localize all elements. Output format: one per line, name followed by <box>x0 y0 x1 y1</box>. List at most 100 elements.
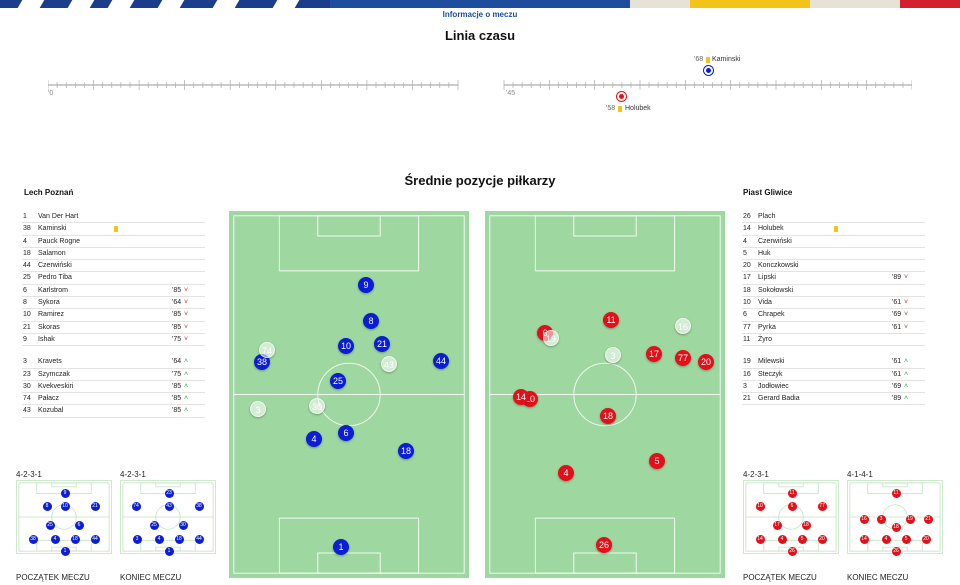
substitute-row[interactable]: 74 Pałacz '85 ˄ <box>22 393 205 406</box>
player-position-marker[interactable]: 8 <box>363 313 379 329</box>
player-position-marker[interactable]: 38 <box>254 354 270 370</box>
player-row[interactable]: 44 Czerwiński <box>22 260 205 273</box>
substitution-minute: '85 <box>172 382 182 390</box>
substitute-position-marker[interactable]: 30 <box>309 398 325 414</box>
substitute-row[interactable]: 21 Gerard Badia '89 ˄ <box>742 393 925 406</box>
formation-player-marker: 26 <box>891 546 901 556</box>
player-row[interactable]: 10 Vida '61 ˅ <box>742 297 925 310</box>
formation-player-marker: 25 <box>45 520 55 530</box>
player-row[interactable]: 18 Salamon <box>22 248 205 261</box>
player-name: Pauck Rogne <box>38 237 81 245</box>
match-info-link[interactable]: Informacje o meczu <box>442 10 518 19</box>
player-position-marker[interactable]: 5 <box>649 453 665 469</box>
home-banner-graphic <box>0 0 330 8</box>
player-row[interactable]: 8 Sykora '64 ˅ <box>22 297 205 310</box>
substitute-row[interactable]: 43 Kozubal '85 ˄ <box>22 405 205 418</box>
player-position-marker[interactable]: 6 <box>338 425 354 441</box>
event-player: Holubek <box>625 105 651 112</box>
substitute-position-marker[interactable]: 43 <box>381 356 397 372</box>
sub-in-arrow-icon: ˄ <box>904 370 909 378</box>
formation-player-marker: 77 <box>817 501 827 511</box>
substitute-row[interactable]: 3 Jodłowiec '69 ˄ <box>742 381 925 394</box>
player-name: Szymczak <box>38 370 70 378</box>
player-row[interactable]: 21 Skoras '85 ˅ <box>22 322 205 334</box>
substitute-position-marker[interactable]: 3 <box>605 347 621 363</box>
substitute-position-marker[interactable]: 19 <box>543 330 559 346</box>
player-row[interactable]: 14 Holubek <box>742 223 925 236</box>
yellow-card-icon <box>706 57 710 63</box>
player-name: Gerard Badia <box>758 395 800 403</box>
substitute-row[interactable]: 30 Kvekveskiri '85 ˄ <box>22 381 205 394</box>
player-row[interactable]: 25 Pedro Tiba <box>22 272 205 285</box>
player-position-marker[interactable]: 11 <box>603 312 619 328</box>
player-row[interactable]: 6 Chrapek '69 ˅ <box>742 309 925 322</box>
substitute-position-marker[interactable]: 3 <box>250 401 266 417</box>
player-row[interactable]: 38 Kaminski <box>22 223 205 236</box>
player-row[interactable]: 4 Pauck Rogne <box>22 236 205 248</box>
player-position-marker[interactable]: 20 <box>698 354 714 370</box>
timeline-event-holubek[interactable]: '58 Holubek <box>606 90 726 122</box>
substitute-row[interactable]: 23 Szymczak '75 ˄ <box>22 369 205 381</box>
player-position-marker[interactable]: 21 <box>374 336 390 352</box>
player-row[interactable]: 6 Karlstrom '85 ˅ <box>22 285 205 298</box>
formation-player-marker: 26 <box>787 546 797 556</box>
player-position-marker[interactable]: 25 <box>330 373 346 389</box>
player-position-marker[interactable]: 4 <box>558 465 574 481</box>
home-formation-end: 4-2-3-1 <box>120 470 146 479</box>
substitution-minute: '85 <box>172 395 182 403</box>
player-position-marker[interactable]: 18 <box>600 408 616 424</box>
player-row[interactable]: 5 Huk <box>742 248 925 261</box>
formation-player-marker: 25 <box>149 520 159 530</box>
player-position-marker[interactable]: 44 <box>433 353 449 369</box>
substitution-minute: '69 <box>892 311 902 319</box>
player-name: Kravets <box>38 358 62 366</box>
player-row[interactable]: 11 Żyro <box>742 334 925 347</box>
player-number: 25 <box>23 274 31 282</box>
substitution-minute: '64 <box>172 358 182 366</box>
player-position-marker[interactable]: 9 <box>358 277 374 293</box>
player-row[interactable]: 10 Ramirez '85 ˅ <box>22 309 205 322</box>
player-name: Ishak <box>38 335 55 343</box>
formation-player-marker: 1 <box>60 546 70 556</box>
player-number: 30 <box>23 382 31 390</box>
substitute-position-marker[interactable]: 74 <box>259 342 275 358</box>
formation-player-marker: 18 <box>891 522 901 532</box>
substitute-row[interactable]: 16 Steczyk '61 ˄ <box>742 369 925 381</box>
sub-in-arrow-icon: ˄ <box>184 382 189 390</box>
player-position-marker[interactable]: 10 <box>338 338 354 354</box>
substitute-row[interactable]: 3 Kravets '64 ˄ <box>22 356 205 369</box>
player-name: Ramirez <box>38 311 65 319</box>
away-formation-start-pitch: 11 10 6 77 17 18 14 4 5 20 26 <box>743 480 839 556</box>
player-position-marker[interactable]: 18 <box>398 443 414 459</box>
formation-player-marker: 14 <box>755 534 765 544</box>
player-number: 10 <box>743 299 751 307</box>
player-row[interactable]: 1 Van Der Hart <box>22 211 205 224</box>
away-event-marker-icon <box>617 92 626 101</box>
player-row[interactable]: 20 Konczkowski <box>742 260 925 273</box>
formation-player-marker: 38 <box>194 501 204 511</box>
substitute-row[interactable]: 19 Milewski '61 ˄ <box>742 356 925 369</box>
player-position-marker[interactable]: 17 <box>646 346 662 362</box>
player-position-marker[interactable]: 77 <box>675 350 691 366</box>
player-position-marker[interactable]: 1 <box>333 539 349 555</box>
player-name: Plach <box>758 213 776 220</box>
player-row[interactable]: 26 Plach <box>742 211 925 224</box>
player-row[interactable]: 17 Lipski '89 ˅ <box>742 272 925 285</box>
player-name: Steczyk <box>758 370 783 378</box>
formation-player-marker: 21 <box>923 514 933 524</box>
player-row[interactable]: 18 Sokołowski <box>742 285 925 298</box>
player-position-marker[interactable]: 14 <box>513 389 529 405</box>
player-row[interactable]: 77 Pyrka '61 ˅ <box>742 322 925 334</box>
player-row[interactable]: 9 Ishak '75 ˅ <box>22 334 205 347</box>
timeline-axes <box>48 80 912 90</box>
timeline-event-kaminski[interactable]: '68 Kaminski <box>694 56 814 80</box>
player-name: Pedro Tiba <box>38 274 72 282</box>
player-number: 3 <box>743 382 747 390</box>
formation-player-marker: 11 <box>787 488 797 498</box>
substitute-position-marker[interactable]: 16 <box>675 318 691 334</box>
formation-player-marker: 44 <box>90 534 100 544</box>
player-position-marker[interactable]: 4 <box>306 431 322 447</box>
player-row[interactable]: 4 Czerwiński <box>742 236 925 248</box>
away-player-list: 26 Plach 14 Holubek 4 Czerwiński 5 Huk 20 Konczko… <box>742 211 925 406</box>
player-position-marker[interactable]: 26 <box>596 537 612 553</box>
